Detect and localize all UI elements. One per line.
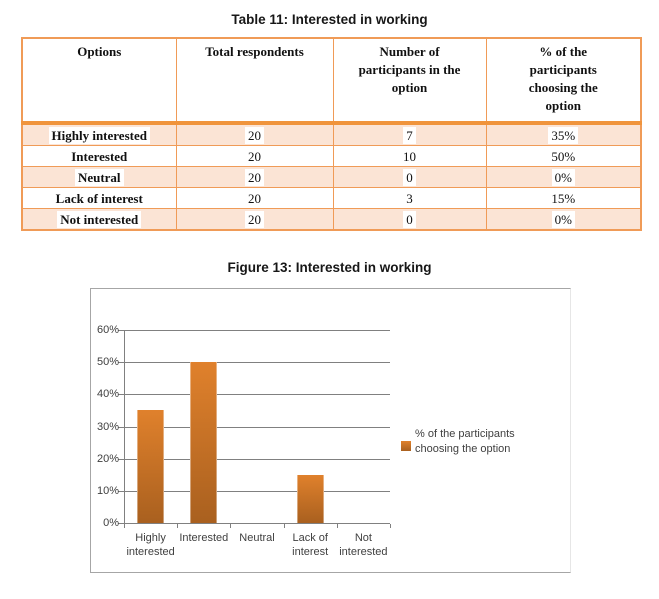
table-row: Not interested 20 0 0%	[21, 208, 642, 231]
y-axis-label: 60%	[96, 324, 119, 336]
cell-text: 0	[403, 210, 416, 228]
cell-text: 20	[245, 147, 264, 165]
table-header-cell: Total respondents	[175, 37, 334, 124]
table-header-cell: Options	[21, 37, 177, 124]
cell-text: 15%	[548, 189, 579, 207]
table-header-cell: % of the participants choosing the optio…	[485, 37, 642, 124]
figure-title: Figure 13: Interested in working	[227, 260, 432, 275]
gridline	[124, 490, 390, 492]
gridline	[124, 426, 390, 428]
y-axis-label: 10%	[96, 484, 119, 497]
y-axis-tick	[118, 426, 124, 428]
data-table: Options Total respondents Number of part…	[21, 37, 642, 231]
cell-text: 0	[403, 168, 416, 186]
x-axis-tick	[177, 524, 179, 528]
table-cell: 20	[175, 166, 334, 188]
table-cell: 20	[175, 145, 334, 167]
y-axis-line	[124, 330, 125, 524]
table-header-row: Options Total respondents Number of part…	[21, 37, 642, 124]
bar	[296, 474, 324, 523]
cell-text: 3	[403, 189, 416, 207]
table-cell: Interested	[21, 145, 177, 167]
y-axis-tick	[118, 394, 124, 396]
x-axis-label: Not interested	[339, 532, 388, 558]
table-title: Table 11: Interested in working	[231, 12, 428, 27]
table-cell: 50%	[485, 145, 642, 167]
cell-text: 20	[245, 168, 264, 186]
table-cell: 0	[332, 166, 487, 188]
table-row: Interested 20 10 50%	[21, 145, 642, 167]
table-cell: 15%	[485, 187, 642, 209]
y-axis-tick	[118, 458, 124, 460]
cell-text: 20	[245, 126, 264, 144]
cell-text: Interested	[68, 147, 131, 165]
table-cell: Lack of interest	[21, 187, 177, 209]
y-axis-label: 50%	[96, 356, 119, 369]
y-axis-tick	[118, 490, 124, 492]
table-cell: Not interested	[21, 208, 177, 231]
y-axis-label: 40%	[96, 388, 119, 401]
table-row: Neutral 20 0 0%	[21, 166, 642, 188]
table-cell: 10	[332, 145, 487, 167]
x-axis-tick	[230, 524, 232, 528]
cell-text: Not interested	[57, 210, 142, 228]
gridline	[124, 362, 390, 364]
cell-text: 0%	[551, 168, 575, 186]
legend-label: % of the participants choosing the optio…	[415, 428, 515, 455]
table-cell: 20	[175, 121, 334, 146]
gridline	[124, 394, 390, 396]
cell-text: Neutral	[74, 168, 124, 186]
x-axis-label: Lack of interest	[292, 532, 329, 558]
cell-text: Lack of interest	[52, 189, 146, 207]
table-cell: 20	[175, 187, 334, 209]
x-axis-tick	[124, 524, 125, 528]
cell-text: 10	[400, 147, 419, 165]
gridline	[124, 330, 390, 331]
cell-text: 50%	[548, 147, 579, 165]
y-axis-tick	[118, 362, 124, 364]
x-axis-label: Highly interested	[126, 532, 175, 558]
y-axis-label: 20%	[96, 452, 119, 465]
table-cell: Highly interested	[21, 121, 177, 146]
table-row: Highly interested 20 7 35%	[21, 121, 642, 146]
x-axis-tick	[336, 524, 338, 528]
table-cell: 3	[332, 187, 487, 209]
table-row: Lack of interest 20 3 15%	[21, 187, 642, 209]
table-cell: Neutral	[21, 166, 177, 188]
cell-text: 20	[245, 189, 264, 207]
x-axis-label: Neutral	[239, 532, 275, 544]
x-axis-line	[124, 523, 390, 524]
legend-swatch	[401, 441, 411, 451]
y-axis-tick	[118, 330, 124, 331]
cell-text: 7	[403, 126, 416, 144]
table-cell: 35%	[485, 121, 642, 146]
gridline	[124, 458, 390, 460]
table-cell: 0	[332, 208, 487, 231]
table-cell: 7	[332, 121, 487, 146]
cell-text: 35%	[548, 126, 579, 144]
y-axis-label: 0%	[103, 517, 119, 529]
table-cell: 0%	[485, 166, 642, 188]
bar-chart: 0% 10% 20% 30% 40% 50% 60% Highly interested Int…	[90, 288, 571, 573]
table-cell: 0%	[485, 208, 642, 231]
x-axis-tick	[283, 524, 285, 528]
bar	[137, 410, 165, 523]
table-header-cell: Number of participants in the option	[332, 37, 487, 124]
cell-text: 0%	[551, 210, 575, 228]
bar	[190, 362, 218, 523]
x-axis-label: Interested	[179, 532, 229, 544]
cell-text: Highly interested	[48, 126, 150, 144]
x-axis-tick	[390, 524, 391, 528]
y-axis-tick	[118, 523, 124, 524]
cell-text: 20	[245, 210, 264, 228]
y-axis-label: 30%	[96, 420, 119, 433]
table-cell: 20	[175, 208, 334, 231]
